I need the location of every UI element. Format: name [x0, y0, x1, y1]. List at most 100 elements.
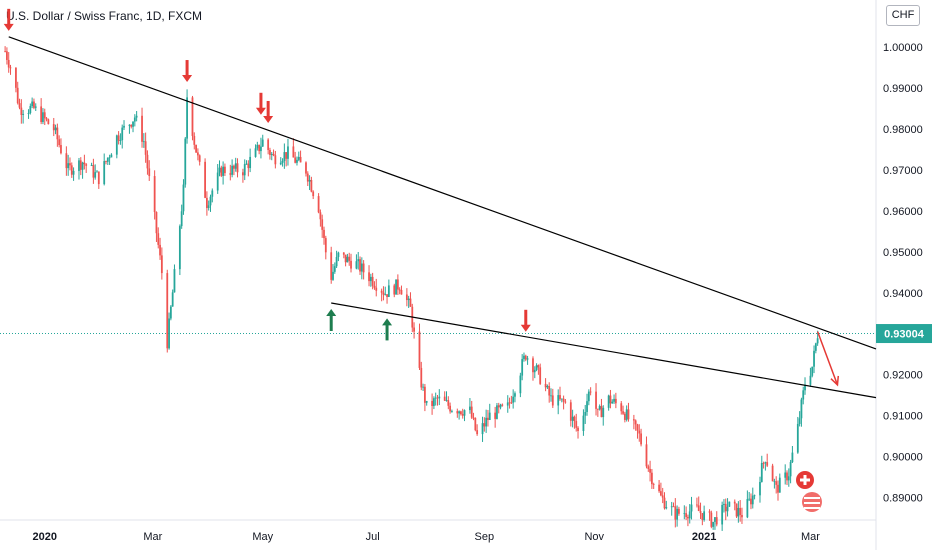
candle-body [577, 427, 579, 432]
candle-body [512, 396, 515, 403]
candle-body [703, 511, 706, 520]
projection-arrow-icon[interactable] [816, 331, 840, 387]
candle-body [305, 162, 307, 174]
time-axis[interactable]: 2020 Mar May Jul Sep Nov 2021 Mar [33, 531, 821, 543]
arrow-up-icon[interactable] [326, 308, 337, 331]
candle-body [160, 255, 163, 274]
candle-body [346, 256, 349, 263]
candle-body [171, 292, 174, 307]
candle-body [688, 511, 691, 519]
candle-body [472, 417, 475, 419]
arrow-down-icon[interactable] [255, 92, 266, 115]
candle-body [699, 510, 702, 514]
candle-body [476, 430, 479, 435]
candle-body [272, 153, 275, 156]
price-tick-label: 1.00000 [883, 42, 923, 54]
candle-body [310, 179, 313, 192]
candle-body [423, 386, 426, 403]
candle-body [438, 396, 441, 399]
arrow-down-icon[interactable] [263, 100, 274, 123]
candle-body [319, 212, 322, 220]
candle-body [168, 318, 170, 349]
candle-body [33, 101, 35, 108]
candle-body [18, 103, 21, 108]
candle-body [344, 254, 347, 263]
candle-body [323, 229, 325, 239]
time-tick-label: May [252, 531, 273, 543]
candle-body [362, 263, 365, 273]
candle-body [710, 512, 713, 527]
candle-body [4, 51, 7, 52]
candle-body [400, 290, 403, 295]
candle-body [281, 160, 284, 163]
arrow-down-icon[interactable] [520, 309, 531, 332]
price-axis[interactable]: 1.00000 0.99000 0.98000 0.97000 0.96000 0.950… [883, 42, 923, 504]
candle-body [231, 165, 234, 175]
candle-body [103, 161, 106, 185]
candle-body [56, 127, 59, 140]
candle-body [256, 144, 259, 149]
arrow-up-icon[interactable] [382, 318, 393, 341]
lower-trendline[interactable] [331, 302, 877, 399]
candle-body [753, 495, 756, 497]
upper-trendline[interactable] [8, 36, 877, 350]
candle-body [685, 513, 688, 517]
candle-body [632, 419, 635, 421]
candle-body [258, 144, 261, 152]
price-tick-label: 0.97000 [883, 165, 923, 177]
candle-body [697, 505, 700, 511]
candle-body [60, 145, 62, 154]
candle-body [687, 516, 689, 519]
trendlines [8, 36, 877, 399]
candle-body [159, 244, 161, 256]
candle-body [368, 272, 370, 282]
candle-body [650, 472, 653, 485]
candle-body [132, 121, 134, 127]
candle-body [676, 508, 679, 520]
candle-body [607, 395, 610, 408]
candle-body [405, 294, 408, 301]
last-price-badge: 0.93004 [876, 324, 932, 344]
currency-button[interactable]: CHF [886, 5, 920, 26]
candle-body [65, 153, 68, 169]
candle-body [267, 139, 270, 150]
candle-body [443, 396, 446, 401]
candle-body [308, 179, 311, 182]
candle-body [418, 331, 421, 368]
candle-body [420, 367, 423, 388]
candle-body [469, 406, 471, 411]
candle-body [292, 146, 295, 158]
arrow-down-icon[interactable] [182, 60, 193, 83]
candle-body [193, 135, 196, 145]
candle-body [431, 400, 433, 406]
chart-title: U.S. Dollar / Swiss Franc, 1D, FXCM [6, 9, 202, 23]
time-tick-label: Jul [366, 531, 380, 543]
candle-body [613, 398, 615, 402]
candle-body [110, 154, 113, 158]
candle-body [771, 465, 774, 482]
arrow-down-icon[interactable] [3, 8, 14, 31]
candle-body [359, 259, 361, 272]
candle-body [714, 517, 716, 522]
candle-body [533, 369, 536, 373]
candle-body [645, 444, 648, 467]
price-tick-label: 0.90000 [883, 452, 923, 464]
candle-body [670, 506, 673, 508]
candle-body [733, 501, 736, 504]
candle-body [146, 154, 149, 169]
candle-body [260, 146, 262, 152]
candle-body [243, 164, 246, 176]
time-tick-label: 2021 [692, 531, 716, 543]
candle-body [69, 163, 71, 166]
time-tick-label: 2020 [33, 531, 57, 543]
candle-body [178, 226, 181, 270]
candle-body [463, 410, 466, 416]
candle-body [70, 165, 73, 175]
candle-body [672, 506, 675, 508]
candle-body [652, 484, 655, 485]
candle-body [784, 472, 787, 478]
candle-body [636, 424, 639, 431]
candle-body [712, 521, 715, 527]
candle-body [683, 513, 686, 515]
candle-body [249, 156, 252, 169]
